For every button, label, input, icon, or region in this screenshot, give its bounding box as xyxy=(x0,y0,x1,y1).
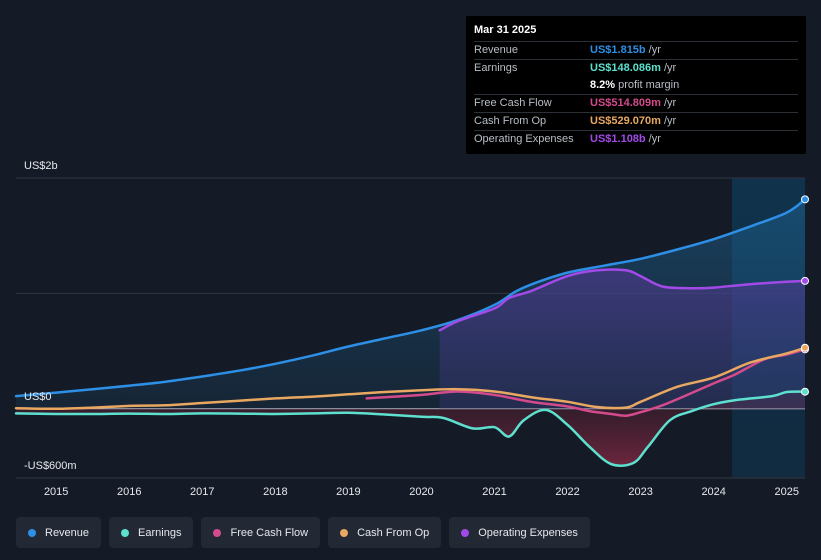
legend-label: Earnings xyxy=(138,526,182,539)
tooltip-row: 8.2% profit margin xyxy=(474,77,798,93)
legend-dot-icon xyxy=(340,528,349,537)
revenue-line xyxy=(14,198,807,398)
tooltip-row-value: US$529.070m xyxy=(590,115,661,127)
legend-item-revenue[interactable]: Revenue xyxy=(16,517,102,548)
x-tick-label: 2022 xyxy=(555,486,579,498)
tooltip-row-unit: /yr xyxy=(648,133,661,145)
x-tick-label: 2024 xyxy=(701,486,725,498)
tooltip-row-value: US$1.815b xyxy=(590,44,646,56)
tooltip-row-unit: /yr xyxy=(663,62,677,74)
legend-item-earnings[interactable]: Earnings xyxy=(109,517,194,548)
legend-dot-icon xyxy=(213,528,222,537)
x-tick-label: 2017 xyxy=(190,486,214,498)
cash-from-op-line xyxy=(14,346,807,411)
cash-from-op-end-dot xyxy=(801,343,809,352)
y-axis-top-label: US$2b xyxy=(24,160,58,172)
x-tick-label: 2025 xyxy=(774,486,798,498)
tooltip-row-unit: profit margin xyxy=(618,79,680,91)
legend-item-cash-from-op[interactable]: Cash From Op xyxy=(328,517,442,548)
y-axis-zero-label: US$0 xyxy=(24,391,52,403)
x-tick-label: 2016 xyxy=(117,486,141,498)
legend-item-free-cash-flow[interactable]: Free Cash Flow xyxy=(201,517,321,548)
tooltip-row-label: Free Cash Flow xyxy=(474,97,552,109)
legend-dot-icon xyxy=(28,528,36,537)
tooltip-row-value: US$148.086m xyxy=(590,62,661,74)
tooltip-row-unit: /yr xyxy=(648,44,661,56)
x-tick-label: 2019 xyxy=(336,486,360,498)
x-tick-label: 2015 xyxy=(44,486,68,498)
x-tick-label: 2023 xyxy=(628,486,652,498)
legend-dot-icon xyxy=(461,528,470,537)
tooltip-row: Revenue US$1.815b/yr xyxy=(474,41,798,58)
earnings-line xyxy=(14,390,807,467)
x-tick-label: 2020 xyxy=(409,486,433,498)
x-tick-label: 2021 xyxy=(482,486,506,498)
tooltip-row-unit: /yr xyxy=(663,97,677,109)
legend-dot-icon xyxy=(121,528,130,537)
operating-expenses-line xyxy=(438,268,807,332)
earnings-end-dot xyxy=(801,387,809,396)
legend-label: Cash From Op xyxy=(357,526,430,539)
earnings-area xyxy=(16,391,805,466)
operating-expenses-end-dot xyxy=(801,276,809,285)
tooltip-row-label: Revenue xyxy=(474,44,519,56)
tooltip-row-unit: /yr xyxy=(663,115,677,127)
free-cash-flow-line xyxy=(365,348,807,417)
financial-chart: 2015 2016 2017 2018 2019 2020 2021 2022 2023 2024… xyxy=(14,177,809,498)
y-axis-bottom-label: -US$600m xyxy=(24,460,77,472)
tooltip-row-value: 8.2% xyxy=(590,79,616,91)
tooltip-row-label: Cash From Op xyxy=(474,115,547,127)
x-tick-label: 2018 xyxy=(263,486,287,498)
tooltip-row-label: Operating Expenses xyxy=(474,133,574,145)
data-tooltip: Mar 31 2025 Revenue US$1.815b/yr Earnings U… xyxy=(466,16,806,154)
tooltip-row: Earnings US$148.086m/yr xyxy=(474,59,798,76)
tooltip-row-label: Earnings xyxy=(474,62,518,74)
tooltip-row-value: US$1.108b xyxy=(590,133,646,145)
tooltip-row-value: US$514.809m xyxy=(590,97,661,109)
tooltip-row: Cash From Op US$529.070m/yr xyxy=(474,112,798,129)
legend-label: Operating Expenses xyxy=(478,526,578,539)
tooltip-row: Free Cash Flow US$514.809m/yr xyxy=(474,94,798,111)
tooltip-row-label xyxy=(474,77,590,93)
legend-label: Free Cash Flow xyxy=(230,526,309,539)
legend-label: Revenue xyxy=(45,526,90,539)
chart-legend: Revenue Earnings Free Cash Flow Cash From O… xyxy=(16,517,590,548)
tooltip-row: Operating Expenses US$1.108b/yr xyxy=(474,130,798,147)
legend-item-operating-expenses[interactable]: Operating Expenses xyxy=(449,517,590,548)
tooltip-date: Mar 31 2025 xyxy=(474,24,537,36)
operating-expenses-area xyxy=(439,269,805,409)
revenue-end-dot xyxy=(801,195,809,204)
